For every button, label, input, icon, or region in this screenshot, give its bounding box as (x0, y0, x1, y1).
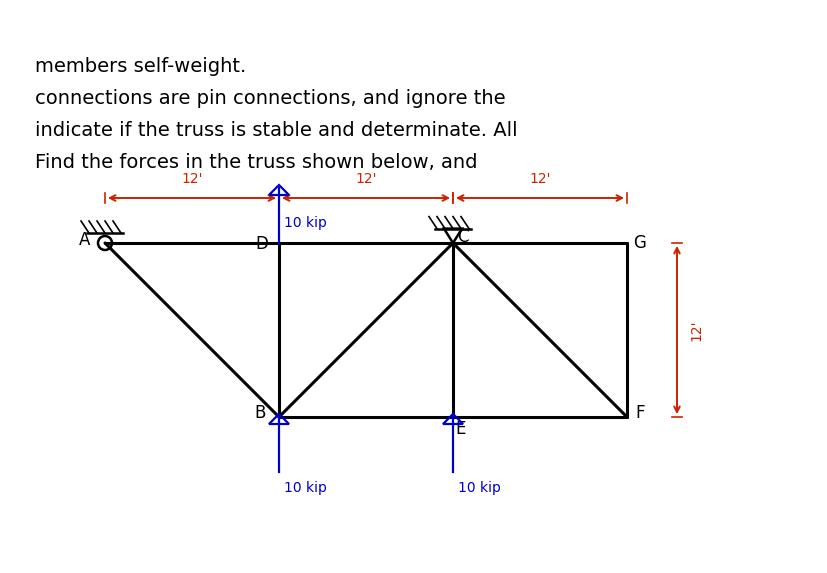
Text: 12': 12' (528, 172, 550, 186)
Text: connections are pin connections, and ignore the: connections are pin connections, and ign… (35, 89, 505, 108)
Text: B: B (254, 403, 265, 422)
Text: 12': 12' (688, 319, 702, 341)
Text: D: D (255, 236, 268, 253)
Text: A: A (79, 231, 90, 249)
Text: Find the forces in the truss shown below, and: Find the forces in the truss shown below… (35, 153, 477, 172)
Text: members self-weight.: members self-weight. (35, 57, 246, 76)
Text: G: G (633, 234, 646, 252)
Text: 12': 12' (355, 172, 376, 186)
Text: 12': 12' (181, 172, 203, 186)
Text: E: E (455, 419, 465, 438)
Text: F: F (634, 403, 644, 422)
Text: indicate if the truss is stable and determinate. All: indicate if the truss is stable and dete… (35, 121, 517, 140)
Text: 10 kip: 10 kip (457, 481, 500, 495)
Text: C: C (457, 228, 468, 246)
Text: 10 kip: 10 kip (284, 481, 327, 495)
Text: 10 kip: 10 kip (284, 216, 327, 230)
